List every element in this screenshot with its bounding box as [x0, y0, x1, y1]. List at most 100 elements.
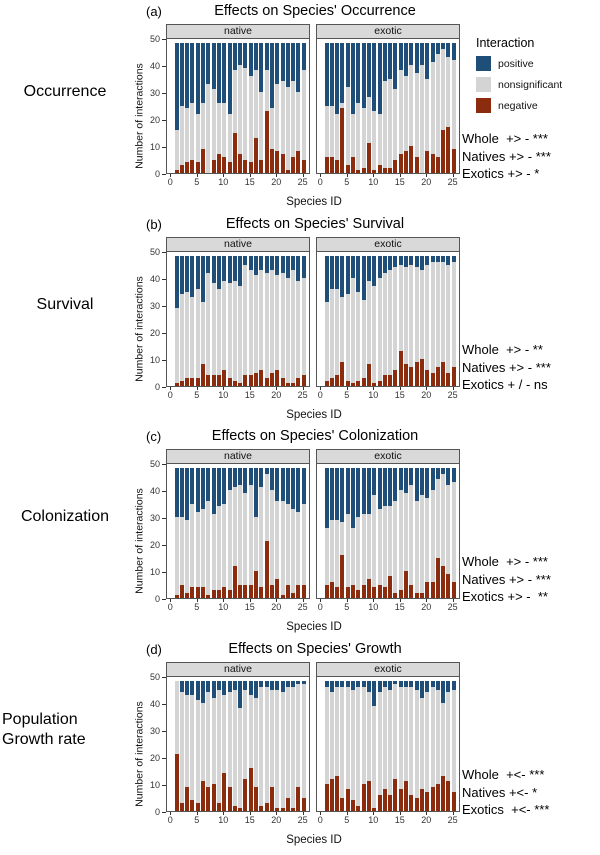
bar-segment-negative: [211, 159, 216, 173]
stacked-bar-species-24: [296, 43, 301, 173]
bar-segment-negative: [414, 797, 419, 811]
bar-segment-negative: [366, 364, 371, 386]
bar-segment-positive: [382, 681, 387, 687]
bar-segment-negative: [222, 156, 227, 173]
bar-segment-positive: [248, 43, 253, 76]
bar-segment-nonsignificant: [291, 269, 296, 384]
x-tick-label: 0: [317, 390, 323, 400]
stacked-bar-species-22: [285, 468, 290, 598]
x-axis: 0 5 10 15 20 25: [166, 387, 310, 401]
bar-segment-positive: [340, 468, 345, 523]
bar-segment-negative: [351, 156, 356, 173]
bar-segment-nonsignificant: [301, 503, 306, 585]
bar-segment-negative: [372, 587, 377, 598]
bar-segment-nonsignificant: [382, 686, 387, 790]
bar-segment-nonsignificant: [414, 267, 419, 362]
plot-exotic: [316, 252, 460, 387]
bar-segment-positive: [446, 468, 451, 485]
bar-segment-nonsignificant: [291, 508, 296, 593]
bar-segment-negative: [366, 579, 371, 598]
bar-segment-nonsignificant: [185, 108, 190, 163]
y-tick-label: 50: [149, 672, 160, 682]
bar-segment-positive: [324, 43, 329, 106]
row-label-survival: Survival: [36, 296, 94, 313]
bar-segment-negative: [179, 164, 184, 173]
bar-segment-nonsignificant: [280, 500, 285, 596]
bar-segment-positive: [398, 256, 403, 265]
bar-segment-negative: [190, 800, 195, 811]
bar-segment-negative: [248, 375, 253, 386]
bar-segment-negative: [425, 792, 430, 811]
x-axis-title: Species ID: [286, 621, 342, 633]
bar-segment-nonsignificant: [356, 102, 361, 171]
stacked-bar-species-1: [324, 256, 329, 386]
panel-survival: Survival (b) Effects on Species' Surviva…: [0, 215, 600, 427]
bar-segment-positive: [382, 468, 387, 507]
plot-native: [166, 39, 310, 174]
x-tick-mark: [302, 812, 304, 815]
bar-segment-negative: [238, 808, 243, 811]
stacked-bar-species-1: [324, 43, 329, 173]
bar-segment-nonsignificant: [419, 269, 424, 359]
bar-segment-negative: [361, 584, 366, 598]
x-tick-mark: [320, 387, 322, 390]
stacked-bar-species-2: [329, 468, 334, 598]
bar-segment-negative: [324, 584, 329, 598]
panel-tag: (a): [146, 4, 162, 19]
stacked-bar-species-14: [243, 681, 248, 811]
x-tick-mark: [170, 387, 172, 390]
bar-segment-nonsignificant: [441, 48, 446, 130]
bar-segment-nonsignificant: [340, 296, 345, 362]
bar-segment-nonsignificant: [398, 490, 403, 590]
stacked-bar-species-18: [414, 681, 419, 811]
bar-segment-nonsignificant: [264, 473, 269, 542]
x-tick-mark: [196, 599, 198, 602]
stacked-bar-species-14: [393, 256, 398, 386]
bar-segment-positive: [248, 681, 253, 695]
bar-segment-nonsignificant: [419, 697, 424, 790]
x-tick-label: 20: [271, 602, 282, 612]
y-tick-mark: [162, 360, 166, 361]
bar-segment-negative: [285, 584, 290, 598]
bar-segment-nonsignificant: [345, 86, 350, 165]
stacked-bar-species-5: [345, 681, 350, 811]
bar-segment-negative: [430, 786, 435, 811]
stacked-bar-species-17: [259, 43, 264, 173]
bar-segment-negative: [404, 781, 408, 811]
bar-segment-positive: [222, 681, 227, 695]
bar-segment-positive: [435, 256, 440, 262]
bar-segment-nonsignificant: [414, 689, 419, 798]
significance-annotations: Whole +> - *** Natives +> - *** Exotics …: [462, 130, 551, 183]
facet-strip-exotic: exotic: [316, 24, 460, 39]
bar-segment-negative: [372, 170, 377, 173]
bar-segment-nonsignificant: [324, 302, 329, 381]
bar-segment-nonsignificant: [185, 291, 190, 378]
bar-segment-positive: [174, 256, 179, 308]
bar-segment-nonsignificant: [441, 261, 446, 362]
bar-segment-positive: [361, 681, 366, 687]
x-tick-mark: [170, 599, 172, 602]
stacked-bar-species-2: [179, 256, 184, 386]
bar-segment-negative: [291, 592, 296, 598]
stacked-bar-species-25: [451, 256, 456, 386]
bar-segment-nonsignificant: [372, 110, 377, 171]
bar-segment-positive: [211, 681, 216, 698]
x-tick-label: 25: [447, 815, 458, 825]
stacked-bar-species-2: [329, 256, 334, 386]
bar-segment-negative: [280, 808, 285, 811]
stacked-bar-species-3: [185, 256, 190, 386]
bar-segment-nonsignificant: [238, 286, 243, 384]
bar-segment-negative: [280, 154, 285, 173]
bar-segment-nonsignificant: [324, 527, 329, 585]
bar-segment-positive: [190, 256, 195, 297]
stacked-bar-species-13: [238, 468, 243, 598]
bar-segment-positive: [190, 468, 195, 504]
bar-segment-negative: [179, 802, 184, 811]
stacked-bar-species-4: [340, 468, 345, 598]
y-tick-mark: [162, 545, 166, 546]
bar-segment-positive: [419, 256, 424, 270]
bar-segment-positive: [398, 468, 403, 490]
bar-segment-positive: [248, 256, 253, 270]
bar-segment-nonsignificant: [435, 54, 440, 157]
bar-segment-nonsignificant: [174, 129, 179, 171]
